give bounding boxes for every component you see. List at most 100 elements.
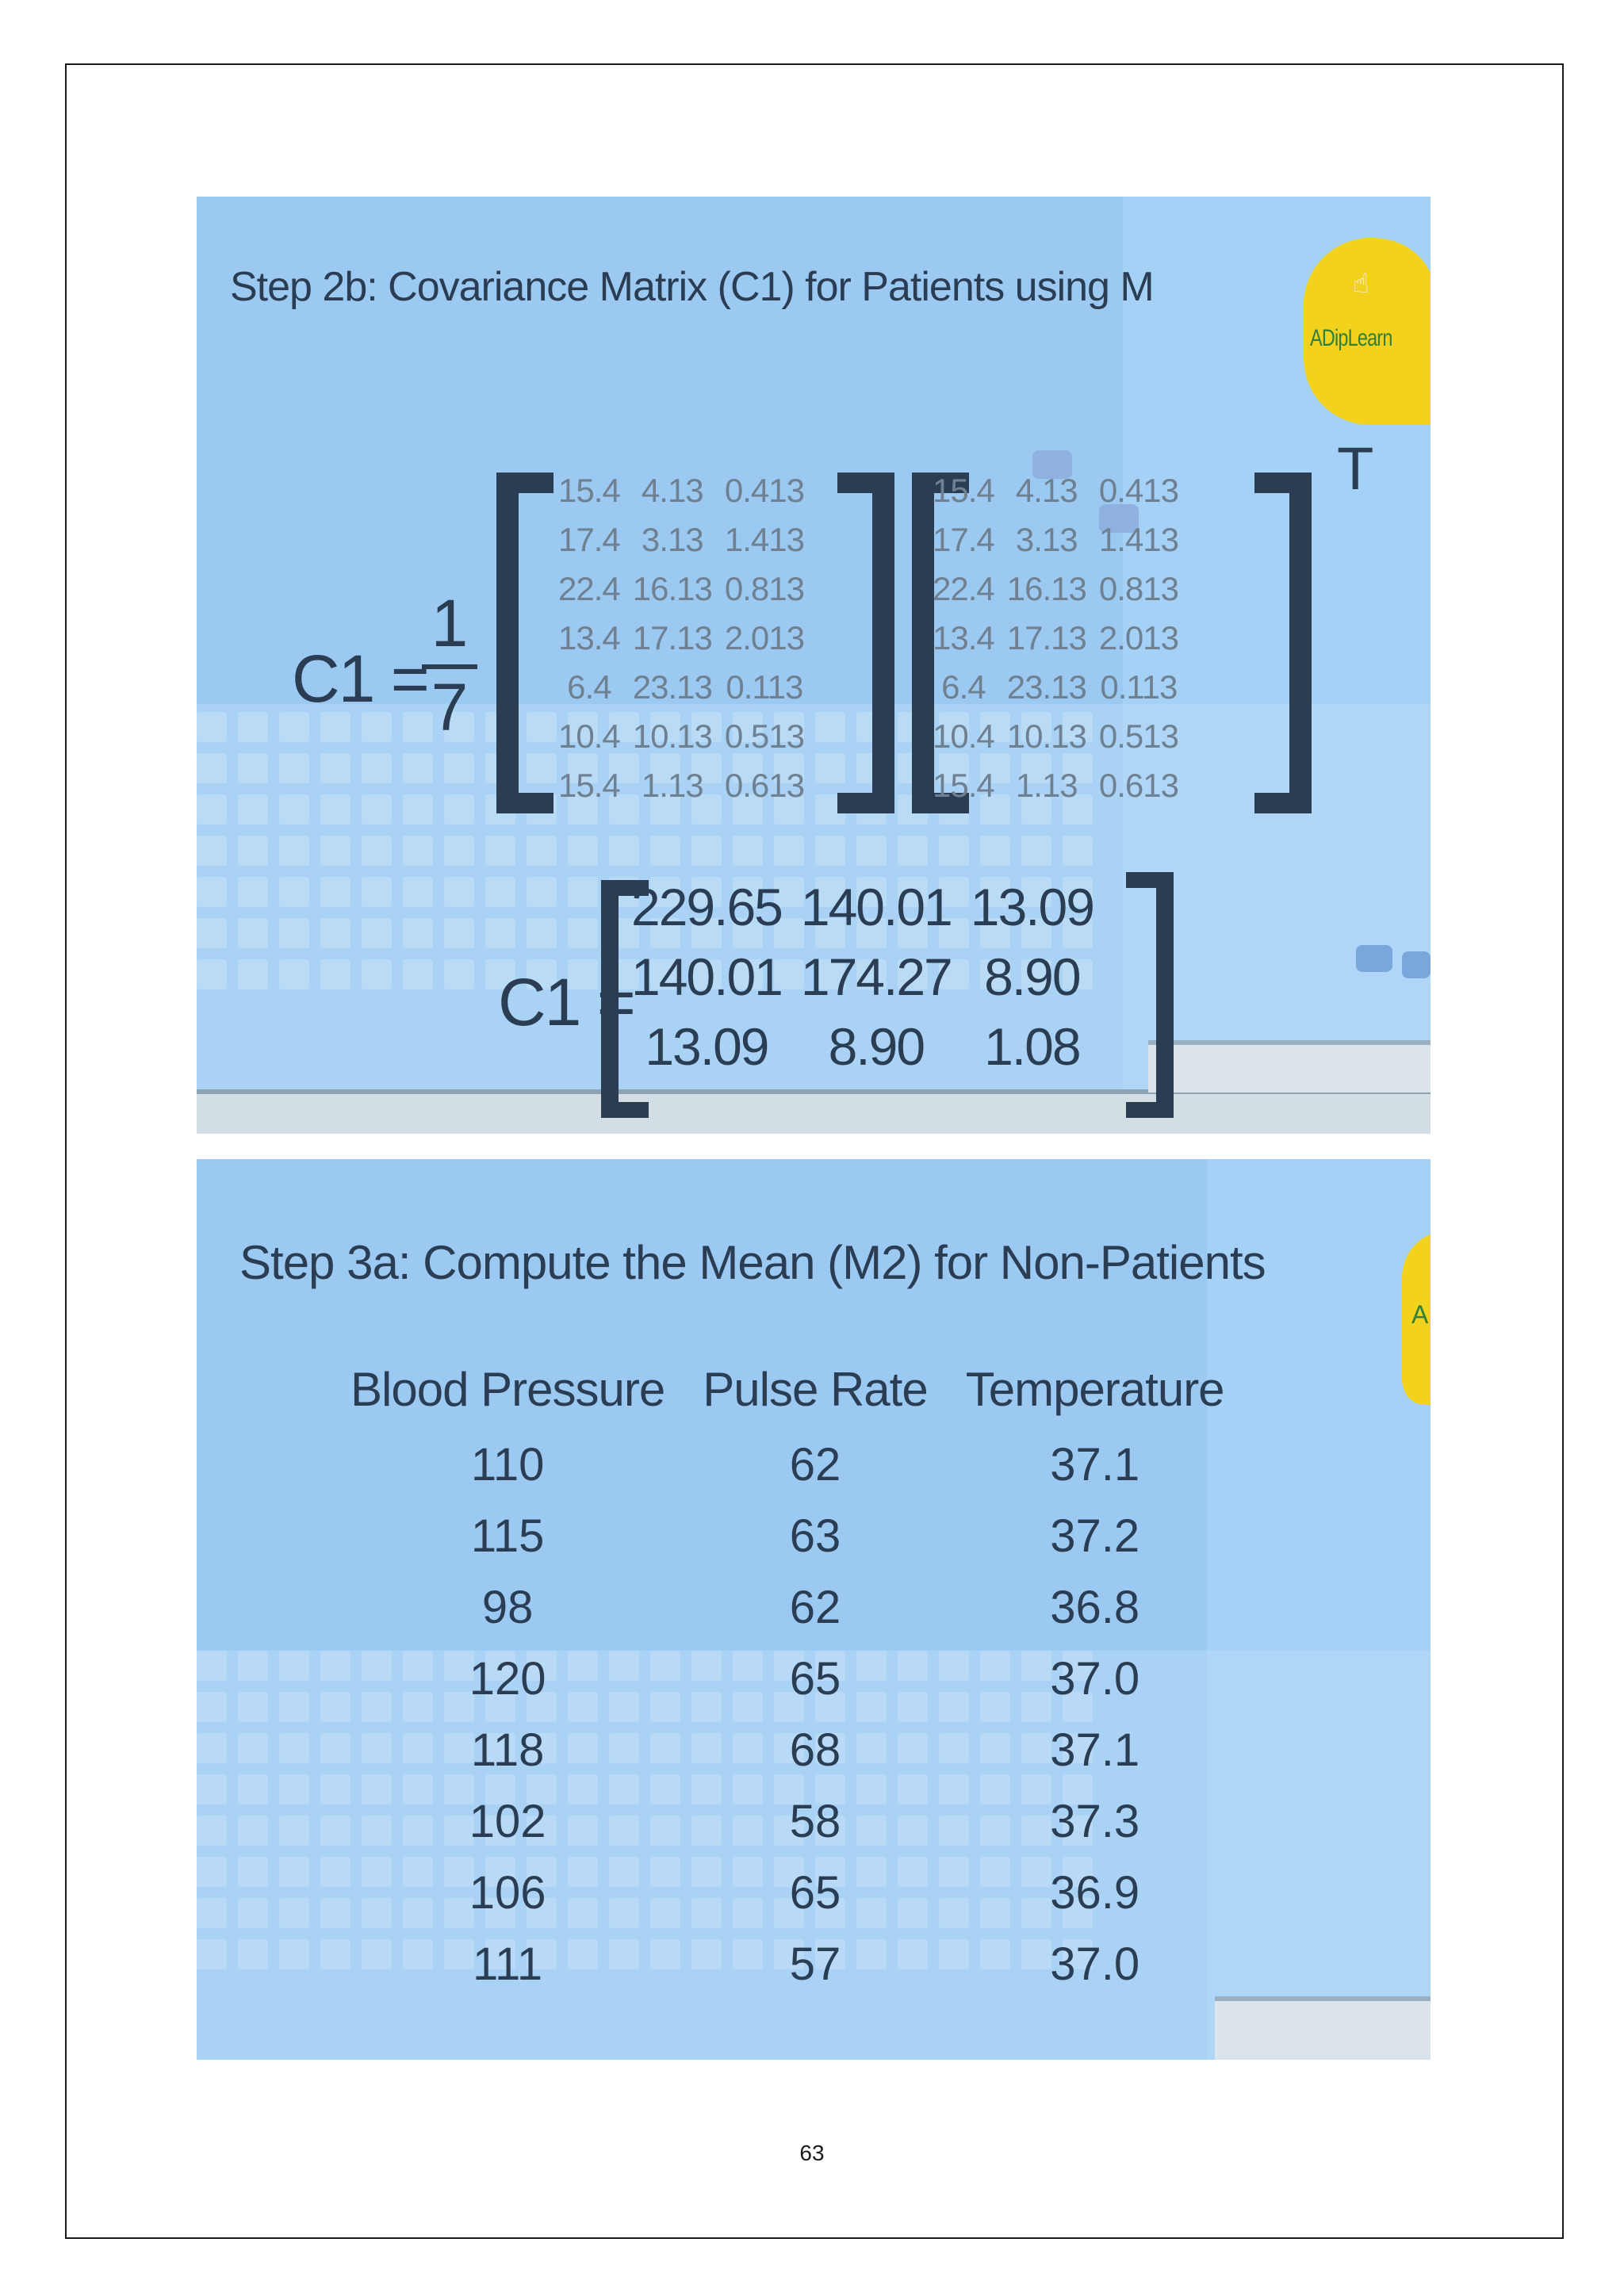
matrix-cell: 22.4	[933, 570, 995, 607]
matrix-row: 13.4 17.13 2.013	[926, 614, 1185, 663]
matrix-cell: 17.13	[1006, 619, 1087, 656]
table-cell: 63	[789, 1510, 841, 1562]
matrix-cell: 15.4	[933, 472, 995, 509]
adiplearn-logo	[1304, 238, 1431, 425]
matrix-cell: 17.4	[933, 521, 995, 558]
result-cell: 1.08	[984, 1017, 1081, 1076]
slide-covariance-matrix: Step 2b: Covariance Matrix (C1) for Pati…	[197, 197, 1431, 1134]
table-cell: 111	[473, 1938, 543, 1990]
c1-result-label: C1 =	[498, 965, 636, 1039]
matrix-cell: 17.13	[632, 619, 713, 656]
table-row: 118 68 37.1	[331, 1714, 1243, 1785]
fraction-denominator: 7	[431, 670, 469, 744]
hand-cursor-icon: ☝	[1353, 269, 1369, 299]
table-cell: 110	[470, 1438, 545, 1490]
matrix-cell: 16.13	[632, 570, 713, 607]
slide-background	[197, 1159, 1431, 2060]
transpose-superscript: T	[1337, 435, 1374, 503]
table-cell: 36.9	[1050, 1866, 1140, 1919]
result-cell: 13.09	[645, 1017, 769, 1076]
result-cell: 8.90	[984, 947, 1081, 1006]
column-header-temperature: Temperature	[965, 1362, 1225, 1416]
result-cell: 140.01	[800, 878, 953, 936]
matrix-cell: 6.4	[567, 668, 611, 706]
matrix-cell: 17.4	[558, 521, 621, 558]
result-cell: 13.09	[970, 878, 1095, 936]
deviation-matrix: 15.4 4.13 0.413 17.4 3.13 1.413 22.4 16.13 0.813…	[552, 466, 810, 810]
matrix-cell: 0.613	[1098, 767, 1179, 804]
table-cell: 37.0	[1050, 1652, 1140, 1705]
matrix-row: 17.4 3.13 1.413	[926, 515, 1185, 564]
table-cell: 62	[789, 1581, 841, 1633]
matrix-cell: 0.413	[724, 472, 805, 509]
matrix-cell: 16.13	[1006, 570, 1087, 607]
matrix-cell: 0.113	[726, 668, 803, 706]
deviation-matrix-table: 15.4 4.13 0.413 17.4 3.13 1.413 22.4 16.13 0.813…	[552, 466, 810, 810]
matrix-cell: 0.513	[1098, 718, 1179, 755]
matrix-cell: 1.413	[724, 521, 805, 558]
matrix-cell: 15.4	[558, 472, 621, 509]
table-cell: 65	[789, 1652, 841, 1705]
adiplearn-logo-partial	[1402, 1234, 1431, 1405]
matrix-cell: 23.13	[1006, 668, 1087, 706]
table-cell: 106	[469, 1866, 546, 1919]
matrix-row: 17.4 3.13 1.413	[552, 515, 810, 564]
table-row: 111 57 37.0	[331, 1928, 1243, 1999]
table-row: 102 58 37.3	[331, 1785, 1243, 1857]
matrix-cell: 2.013	[1098, 619, 1179, 656]
column-header-pulse-rate: Pulse Rate	[703, 1362, 928, 1416]
logo-text: ADipLearn	[1310, 325, 1392, 351]
table-cell: 57	[789, 1938, 841, 1990]
result-cell: 140.01	[631, 947, 783, 1006]
table-row: 120 65 37.0	[331, 1643, 1243, 1714]
table-cell: 65	[789, 1866, 841, 1919]
table-cell: 118	[470, 1724, 545, 1776]
matrix-cell: 13.4	[558, 619, 621, 656]
result-row: 13.09 8.90 1.08	[622, 1012, 1103, 1081]
covariance-result-table: 229.65 140.01 13.09 140.01 174.27 8.90 13.09 8.…	[622, 872, 1103, 1081]
result-cell: 174.27	[800, 947, 953, 1006]
table-cell: 102	[469, 1795, 546, 1847]
page-number: 63	[799, 2141, 825, 2165]
matrix-cell: 15.4	[933, 767, 995, 804]
matrix-cell: 4.13	[1015, 472, 1078, 509]
matrix-row: 10.4 10.13 0.513	[552, 712, 810, 761]
result-row: 229.65 140.01 13.09	[622, 872, 1103, 942]
table-row: 98 62 36.8	[331, 1571, 1243, 1643]
table-cell: 37.0	[1050, 1938, 1140, 1990]
matrix-row: 15.4 1.13 0.613	[926, 761, 1185, 810]
matrix-cell: 3.13	[1015, 521, 1078, 558]
matrix-cell: 0.813	[1098, 570, 1179, 607]
fraction-numerator: 1	[431, 586, 469, 660]
matrix-cell: 4.13	[641, 472, 704, 509]
non-patient-vitals-table: Blood Pressure Pulse Rate Temperature 11…	[331, 1349, 1243, 1999]
slide-mean-non-patients: Step 3a: Compute the Mean (M2) for Non-P…	[197, 1159, 1431, 2060]
slide-title: Step 3a: Compute the Mean (M2) for Non-P…	[239, 1236, 1266, 1289]
matrix-cell: 0.813	[724, 570, 805, 607]
table-header-row: Blood Pressure Pulse Rate Temperature	[331, 1349, 1243, 1429]
logo-text-partial: A	[1411, 1300, 1429, 1329]
table-cell: 58	[789, 1795, 841, 1847]
matrix-row: 22.4 16.13 0.813	[552, 564, 810, 614]
matrix-row: 6.4 23.13 0.113	[926, 663, 1185, 712]
matrix-row: 15.4 4.13 0.413	[926, 466, 1185, 515]
slide-title: Step 2b: Covariance Matrix (C1) for Pati…	[230, 264, 1155, 310]
matrix-cell: 1.413	[1098, 521, 1179, 558]
matrix-row: 13.4 17.13 2.013	[552, 614, 810, 663]
covariance-result-matrix: 229.65 140.01 13.09 140.01 174.27 8.90 13.09 8.…	[622, 872, 1103, 1081]
matrix-cell: 22.4	[558, 570, 621, 607]
matrix-cell: 2.013	[724, 619, 805, 656]
matrix-row: 15.4 4.13 0.413	[552, 466, 810, 515]
matrix-cell: 10.13	[1006, 718, 1087, 755]
fraction-one-seventh: 1 7	[422, 585, 477, 745]
fraction-bar	[422, 664, 477, 669]
matrix-cell: 6.4	[941, 668, 986, 706]
matrix-row: 15.4 1.13 0.613	[552, 761, 810, 810]
matrix-cell: 10.4	[558, 718, 621, 755]
table-cell: 68	[789, 1724, 841, 1776]
table-cell: 37.2	[1050, 1510, 1140, 1562]
table-cell: 98	[481, 1581, 534, 1633]
table-cell: 120	[469, 1652, 546, 1705]
result-cell: 8.90	[828, 1017, 925, 1076]
matrix-cell: 0.513	[724, 718, 805, 755]
